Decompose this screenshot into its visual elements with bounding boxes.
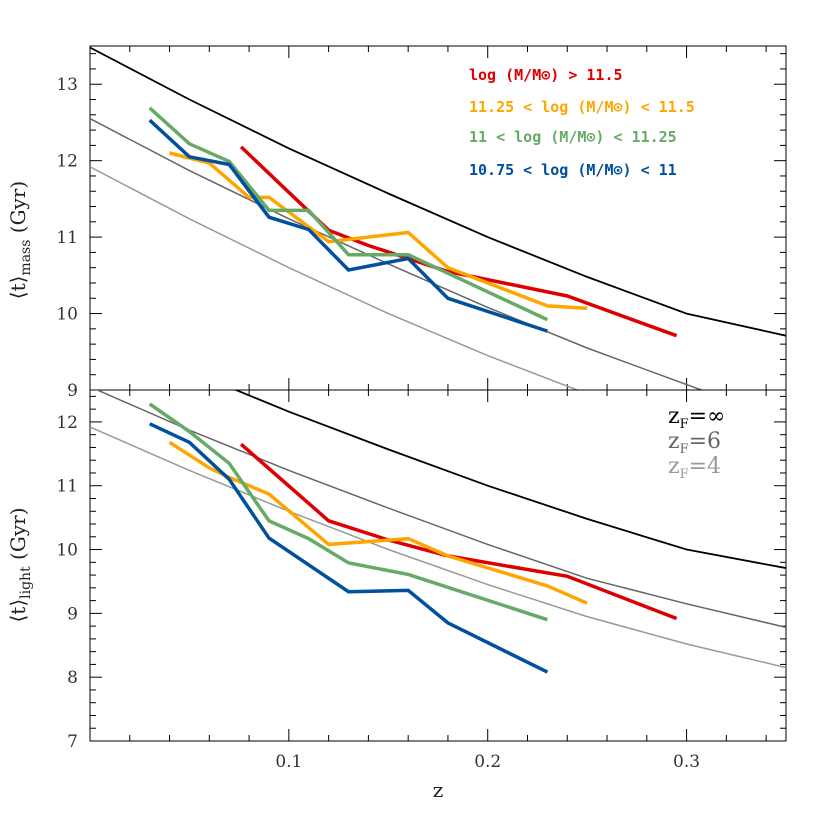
legend-entry-0: log (M/M⊙) > 11.5 xyxy=(469,66,623,84)
x-tick-label: 0.2 xyxy=(474,752,501,772)
zf-labels: zF=∞ zF=6 zF=4 xyxy=(668,404,725,482)
reference-curve-0 xyxy=(233,390,786,569)
series-line-1 xyxy=(169,151,588,310)
legend-entry-2: 11 < log (M/M⊙) < 11.25 xyxy=(469,128,677,146)
y-axis-label-top: ⟨t⟩mass (Gyr) xyxy=(6,181,34,299)
reference-curve-1 xyxy=(90,117,704,390)
x-tick-label: 0.3 xyxy=(673,752,700,772)
legend-entry-1: 11.25 < log (M/M⊙) < 11.5 xyxy=(469,98,695,116)
y-tick-label: 7 xyxy=(67,732,78,752)
reference-curve-0 xyxy=(90,46,786,337)
y-tick-label: 9 xyxy=(67,381,78,401)
y-tick-label: 9 xyxy=(67,604,78,624)
y-tick-label: 12 xyxy=(56,152,78,172)
series-line-3 xyxy=(148,118,548,333)
panel-light: 7 8 9 10 11 12 0.1 0.2 0.3 xyxy=(56,389,787,772)
y-tick-label: 10 xyxy=(56,541,78,561)
legend-entry-3: 10.75 < log (M/M⊙) < 11 xyxy=(469,161,677,179)
reference-curve-2 xyxy=(90,426,786,669)
panel-mass: 9 10 11 12 13 xyxy=(56,45,787,401)
plot-frame-bottom xyxy=(89,389,787,742)
legend: log (M/M⊙) > 11.5 11.25 < log (M/M⊙) < 1… xyxy=(469,66,695,179)
series-line-1 xyxy=(168,440,588,605)
series-line-0 xyxy=(239,442,678,621)
series-line-3 xyxy=(148,422,549,674)
series-line-2 xyxy=(148,402,548,622)
y-tick-label: 11 xyxy=(56,477,78,497)
y-tick-label: 12 xyxy=(56,413,78,433)
x-axis-label: z xyxy=(433,778,444,802)
zf-label-infinity: zF=∞ xyxy=(668,404,725,432)
y-tick-label: 8 xyxy=(67,668,78,688)
x-tick-label: 0.1 xyxy=(275,752,302,772)
y-tick-label: 10 xyxy=(56,305,78,325)
reference-curve-1 xyxy=(95,390,786,629)
zf-label-4: zF=4 xyxy=(668,454,721,482)
series-line-2 xyxy=(148,106,549,322)
y-tick-label: 11 xyxy=(56,228,78,248)
y-tick-label: 13 xyxy=(56,75,78,95)
zf-label-6: zF=6 xyxy=(668,429,721,457)
y-axis-label-bottom: ⟨t⟩light (Gyr) xyxy=(6,507,34,622)
reference-curve-2 xyxy=(90,166,580,390)
